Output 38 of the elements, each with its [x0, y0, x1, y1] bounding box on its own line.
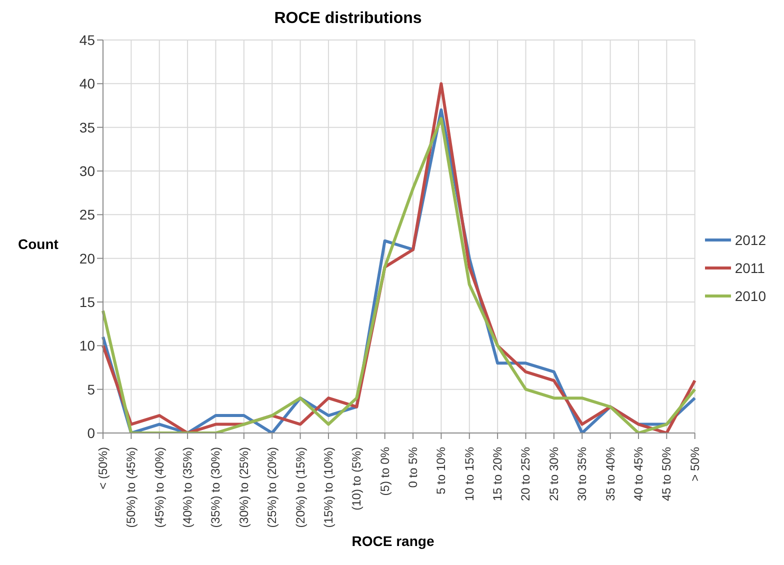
x-tick-label: 30 to 35%	[575, 446, 590, 502]
x-tick-label: (40%) to (35%)	[180, 447, 195, 528]
y-tick-label: 5	[87, 381, 96, 398]
legend-label: 2012	[734, 231, 766, 250]
x-tick-label: 20 to 25%	[518, 446, 533, 502]
x-tick-label: (30%) to (25%)	[236, 447, 251, 528]
x-tick-label: 45 to 50%	[660, 446, 674, 502]
x-tick-label: 40 to 45%	[631, 446, 646, 502]
x-tick-label: (25%) to (20%)	[265, 447, 280, 528]
chart-title: ROCE distributions	[273, 10, 423, 28]
y-tick-label: 30	[79, 162, 96, 179]
y-tick-label: 25	[79, 206, 96, 223]
y-tick-label: 15	[79, 294, 96, 310]
x-tick-label: (50%) to (45%)	[124, 447, 138, 528]
y-tick-label: 35	[79, 119, 96, 136]
x-tick-label: (20%) to (15%)	[293, 447, 308, 528]
legend-label: 2010	[734, 287, 766, 306]
x-tick-label: 35 to 40%	[603, 446, 618, 502]
x-axis-title: ROCE range	[350, 533, 436, 549]
x-tick-label: > 50%	[688, 446, 702, 482]
y-tick-label: 45	[79, 32, 96, 48]
y-tick-label: 0	[87, 424, 96, 441]
x-tick-label: 25 to 30%	[546, 446, 561, 502]
legend-label: 2011	[734, 259, 765, 278]
y-tick-label: 40	[79, 76, 96, 92]
x-tick-label: < (50%)	[96, 447, 110, 490]
x-tick-label: (5) to 0%	[378, 446, 392, 496]
x-tick-label: (35%) to (30%)	[208, 447, 223, 528]
y-tick-label: 20	[79, 250, 96, 266]
x-tick-label: (15%) to (10%)	[321, 447, 336, 528]
y-tick-label: 10	[79, 338, 96, 354]
y-axis-title: Count	[18, 236, 58, 252]
x-tick-label: (10) to (5%)	[350, 447, 364, 510]
x-tick-label: 0 to 5%	[406, 446, 420, 488]
x-tick-label: 5 to 10%	[434, 446, 448, 494]
x-tick-label: (45%) to (40%)	[152, 447, 166, 528]
x-tick-label: 15 to 20%	[490, 446, 505, 502]
x-tick-label: 10 to 15%	[462, 446, 476, 502]
